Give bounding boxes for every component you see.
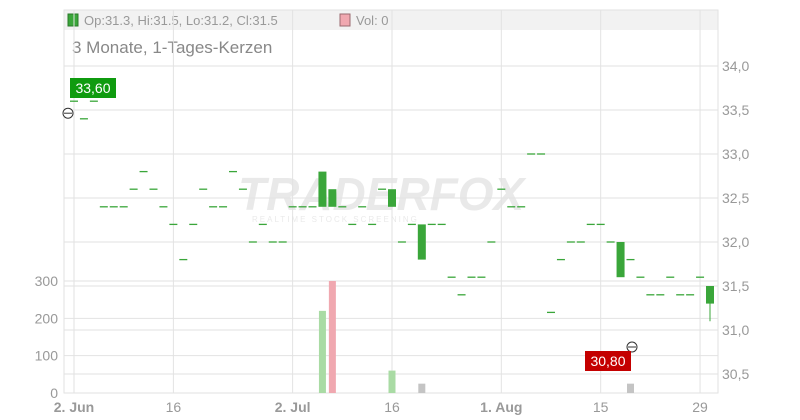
- volume-bar: [388, 370, 396, 393]
- time-tick-label: 16: [166, 399, 182, 415]
- candle-layer: [70, 100, 714, 322]
- volume-tick-label: 300: [35, 273, 59, 289]
- ohlc-legend-swatch: [67, 13, 79, 27]
- traderfox-watermark: TRADERFOX REALTIME STOCK SCREENING: [238, 168, 527, 224]
- low-marker-label: 30,80: [590, 353, 625, 369]
- low-marker-box: [585, 351, 631, 371]
- price-tick-label: 30,5: [722, 366, 749, 382]
- header-bar: [64, 10, 718, 30]
- volume-layer: [318, 281, 634, 393]
- volume-bar: [318, 310, 326, 393]
- volume-tick-label: 100: [35, 348, 59, 364]
- price-tick-label: 32,0: [722, 234, 749, 250]
- chart-subtitle: 3 Monate, 1-Tages-Kerzen: [72, 38, 272, 57]
- volume-bar: [328, 281, 336, 393]
- price-tick-label: 33,5: [722, 102, 749, 118]
- volume-bar: [627, 383, 634, 393]
- candle-body: [328, 189, 337, 207]
- price-tick-label: 34,0: [722, 58, 749, 74]
- candle-body: [616, 242, 625, 278]
- time-tick-label: 29: [692, 399, 708, 415]
- price-tick-label: 31,5: [722, 278, 749, 294]
- volume-tick-label: 200: [35, 310, 59, 326]
- time-tick-label: 2. Jul: [275, 399, 311, 415]
- watermark-brand: TRADERFOX: [238, 168, 527, 220]
- time-tick-label: 16: [384, 399, 400, 415]
- volume-legend-text: Vol: 0: [356, 13, 389, 28]
- marker-layer: 33,60 30,80: [62, 78, 638, 371]
- ohlc-legend-text: Op:31.3, Hi:31.5, Lo:31.2, Cl:31.5: [84, 13, 278, 28]
- high-marker-box: [70, 78, 116, 98]
- candle-body: [417, 224, 426, 260]
- candle-body: [388, 189, 396, 207]
- volume-legend-swatch: [339, 13, 351, 27]
- watermark-tagline: REALTIME STOCK SCREENING: [252, 215, 419, 224]
- volume-bar: [418, 383, 426, 393]
- time-tick-label: 2. Jun: [54, 399, 94, 415]
- price-tick-label: 32,5: [722, 190, 749, 206]
- price-tick-label: 31,0: [722, 322, 749, 338]
- time-tick-label: 1. Aug: [480, 399, 522, 415]
- price-tick-label: 33,0: [722, 146, 749, 162]
- volume-tick-label: 0: [50, 385, 58, 401]
- time-tick-label: 15: [593, 399, 609, 415]
- high-marker-label: 33,60: [75, 80, 110, 96]
- candle-body: [318, 171, 327, 207]
- axis-layer: 34,0 33,5 33,0 32,5 32,0 31,5 31,0 30,5 300 200 10…: [35, 58, 750, 415]
